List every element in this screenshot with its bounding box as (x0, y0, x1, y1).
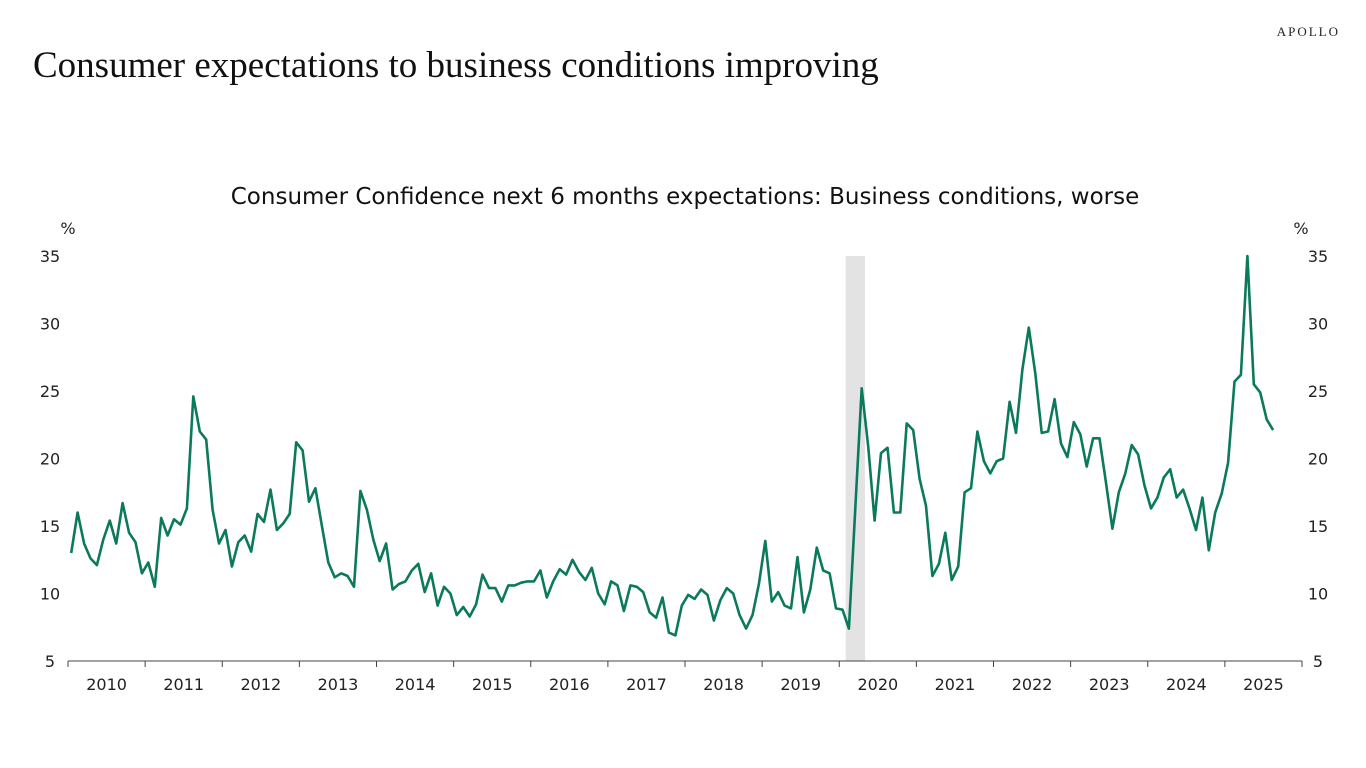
x-tick-label: 2017 (626, 675, 667, 694)
x-tick-label: 2021 (935, 675, 976, 694)
x-tick-label: 2025 (1243, 675, 1284, 694)
y-tick-label-right: 20 (1308, 450, 1328, 469)
x-tick-label: 2019 (780, 675, 821, 694)
x-tick-label: 2018 (703, 675, 744, 694)
x-tick-label: 2013 (318, 675, 359, 694)
y-tick-label-left: 15 (40, 517, 60, 536)
x-tick-label: 2014 (395, 675, 436, 694)
chart-title: Consumer Confidence next 6 months expect… (231, 184, 1140, 210)
x-tick-label: 2011 (163, 675, 204, 694)
y-axis-label-right: % (1293, 219, 1308, 238)
x-tick-label: 2022 (1012, 675, 1053, 694)
y-tick-label-right: 15 (1308, 517, 1328, 536)
y-tick-label-left: 30 (40, 315, 60, 334)
y-tick-label-left: 10 (40, 585, 60, 604)
series-line (69, 254, 1275, 637)
recession-shading (845, 256, 865, 661)
x-tick-label: 2023 (1089, 675, 1130, 694)
y-tick-label-right: 25 (1308, 382, 1328, 401)
y-tick-label-right: 30 (1308, 315, 1328, 334)
y-tick-label-right: 35 (1308, 247, 1328, 266)
y-tick-label-left: 25 (40, 382, 60, 401)
page-title: Consumer expectations to business condit… (33, 45, 879, 86)
apollo-logo: APOLLO (1276, 24, 1340, 39)
y-tick-label-right: 5 (1313, 652, 1323, 671)
y-tick-label-left: 35 (40, 247, 60, 266)
y-tick-label-left: 5 (45, 652, 55, 671)
y-tick-label-left: 20 (40, 450, 60, 469)
x-tick-label: 2016 (549, 675, 590, 694)
x-tick-label: 2020 (857, 675, 898, 694)
x-tick-label: 2012 (240, 675, 281, 694)
y-axis-label-left: % (60, 219, 75, 238)
x-tick-label: 2015 (472, 675, 513, 694)
x-tick-label: 2024 (1166, 675, 1207, 694)
x-tick-label: 2010 (86, 675, 127, 694)
y-tick-label-right: 10 (1308, 585, 1328, 604)
